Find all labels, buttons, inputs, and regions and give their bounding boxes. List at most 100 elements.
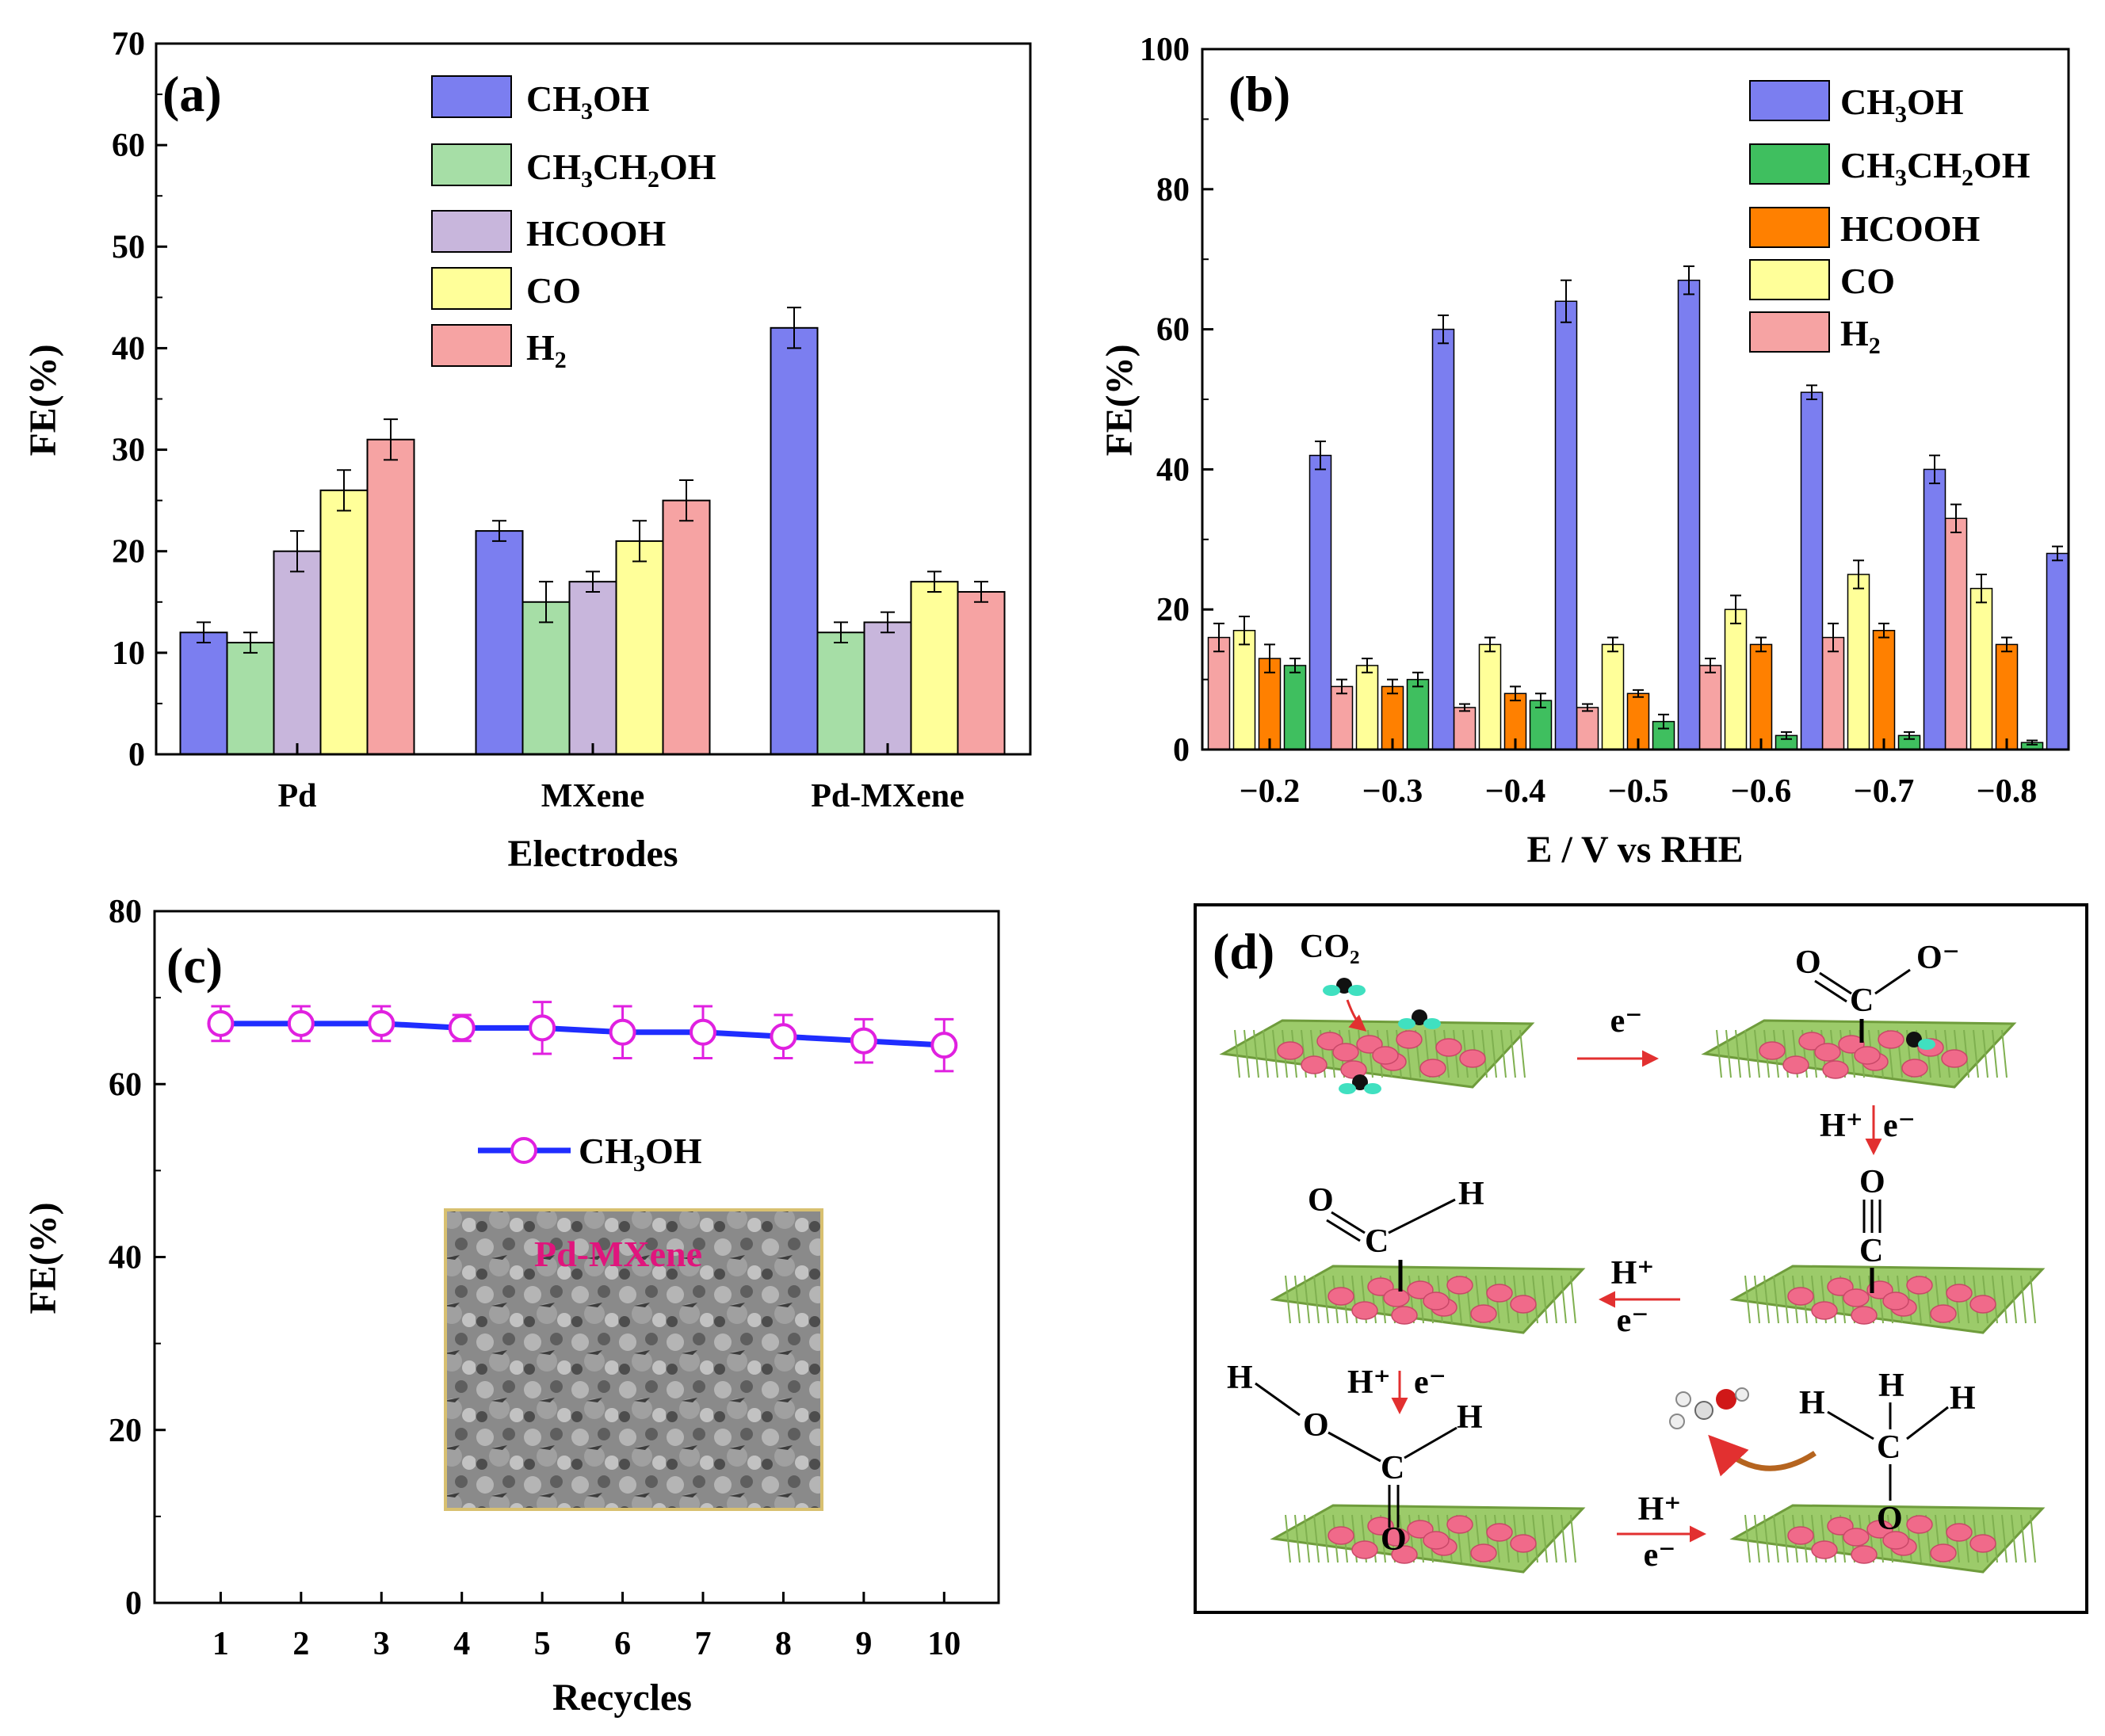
bar-H2-−0.2 <box>1207 636 1231 750</box>
bar-H2-Pd-MXene <box>957 590 1006 755</box>
och3-c-label: C <box>1877 1429 1901 1466</box>
catalyst-sheet-icon <box>1270 1504 1586 1574</box>
error-bar-H2-−0.7 <box>1828 622 1839 653</box>
panel-c-y-axis-title: FE(%) <box>22 1202 64 1314</box>
y-tick-label: 30 <box>112 433 145 469</box>
error-bar-H2-−0.6 <box>1705 658 1716 673</box>
bar-H2-MXene <box>662 499 711 756</box>
och3-h-top-label: H <box>1878 1368 1904 1404</box>
co2-label: CO₂ <box>1300 929 1360 965</box>
panel-a-x-ticks: Pd MXene Pd-MXene <box>277 743 965 815</box>
catalyst-sheets <box>1219 1019 2046 1574</box>
panel-a-x-axis-title: Electrodes <box>507 833 678 875</box>
co2-molecule-icon <box>1323 978 1366 996</box>
legend-label-CO: CO <box>1840 261 1895 301</box>
legend-label-CH3OH: CH3OH <box>526 78 650 124</box>
x-tick-label: 4 <box>453 1626 470 1662</box>
error-bar-CH3OH-Pd <box>197 621 211 644</box>
bar-CO-−0.5 <box>1601 643 1625 750</box>
step5-proton-label: H⁺ <box>1638 1491 1682 1528</box>
panel-b-label: (b) <box>1228 66 1290 122</box>
x-tick-label: −0.3 <box>1362 773 1423 810</box>
error-bar-CO-−0.5 <box>1607 636 1618 653</box>
hoch-c-label: C <box>1381 1450 1404 1486</box>
bar-HCOOH-−0.6 <box>1749 643 1773 750</box>
legend-label-CH3OH: CH3OH <box>1840 82 1964 128</box>
panel-b-x-ticks: −0.2 −0.3 −0.4 −0.5 −0.6 −0.7 −0.8 <box>1240 738 2037 810</box>
y-tick-label: 40 <box>109 1240 142 1276</box>
line-CH3OH <box>220 1021 945 1048</box>
bar-H2-Pd <box>366 438 415 755</box>
co2-molecule-icon <box>1398 1009 1441 1029</box>
y-tick-label: 60 <box>112 128 145 164</box>
panel-c-x-axis-title: Recycles <box>552 1677 692 1719</box>
x-tick-label: 5 <box>534 1626 551 1662</box>
point-CH3OH-5 <box>529 1014 556 1042</box>
bar-CO-−0.8 <box>1969 587 1993 750</box>
bar-CH3CH2OH-Pd <box>226 642 275 755</box>
panel-b-y-axis-title: FE(%) <box>1098 344 1140 456</box>
legend-swatch-CH3CH2OH <box>1749 143 1830 185</box>
point-CH3OH-6 <box>609 1018 636 1046</box>
y-tick-label: 0 <box>128 737 145 773</box>
bar-CH3CH2OH-MXene <box>521 601 571 755</box>
error-bar-H2-−0.3 <box>1336 678 1347 695</box>
legend-swatch-CO <box>1749 259 1830 300</box>
bar-CH3OH-Pd-MXene <box>770 326 819 755</box>
y-tick-label: 80 <box>1156 172 1190 208</box>
error-bar-CO-Pd-MXene <box>927 570 942 593</box>
bar-HCOOH-Pd-MXene <box>863 621 912 756</box>
error-bar-HCOOH-−0.7 <box>1878 622 1889 639</box>
step3-proton-label: H⁺ <box>1611 1255 1655 1292</box>
intermediate-structures: CO₂ e⁻ O O⁻ <box>1227 929 1976 1574</box>
panel-b-x-axis-title: E / V vs RHE <box>1527 829 1744 871</box>
adsorption-arrow <box>1346 999 1367 1032</box>
cho-o-label: O <box>1308 1182 1334 1219</box>
bar-CO-−0.7 <box>1847 574 1870 750</box>
bar-CH3OH-−0.8 <box>2046 552 2069 750</box>
y-tick-label: 40 <box>1156 452 1190 488</box>
co2-molecule-icon <box>1906 1032 1935 1050</box>
step4-proton-label: H⁺ <box>1347 1364 1391 1401</box>
co-c-label: C <box>1859 1233 1883 1269</box>
error-bar-CH3CH2OH-−0.4 <box>1535 692 1546 708</box>
step5-electron-label: e⁻ <box>1644 1537 1676 1574</box>
error-bar-CO-−0.4 <box>1484 636 1496 653</box>
legend-label-CH3CH2OH: CH3CH2OH <box>526 147 716 193</box>
y-tick-label: 60 <box>1156 312 1190 349</box>
error-bar-CO-MXene <box>632 520 647 563</box>
panel-c-legend: CH3OH <box>478 1131 702 1177</box>
error-bar-HCOOH-−0.6 <box>1755 636 1767 653</box>
x-tick-label: 8 <box>775 1626 792 1662</box>
error-bar-CH3CH2OH-−0.3 <box>1412 671 1423 688</box>
error-bar-CH3CH2OH-−0.5 <box>1658 713 1669 730</box>
bar-H2-−0.7 <box>1821 636 1845 750</box>
point-CH3OH-1 <box>207 1009 235 1037</box>
point-CH3OH-4 <box>448 1014 476 1042</box>
point-CH3OH-10 <box>930 1032 958 1059</box>
co2-molecule-icon <box>1339 1074 1381 1094</box>
bar-CO-MXene <box>615 540 664 756</box>
bar-CH3OH-−0.6 <box>1800 391 1824 750</box>
error-bar-CH3CH2OH-−0.2 <box>1289 658 1301 673</box>
bar-H2-−0.8 <box>1944 517 1968 750</box>
step4-electron-label: e⁻ <box>1414 1364 1446 1401</box>
legend-swatch-HCOOH <box>1749 207 1830 248</box>
panel-b-error-bars <box>1213 265 2063 746</box>
error-bar-CH3OH-MXene <box>492 520 506 542</box>
panel-a-legend: CH3OH CH3CH2OH HCOOH CO H2 <box>431 75 716 373</box>
x-tick-label: −0.6 <box>1731 773 1791 810</box>
error-bar-CH3OH-−0.5 <box>1683 265 1694 296</box>
panel-c-line-series <box>207 1001 958 1073</box>
error-bar-CO-Pd <box>337 469 351 512</box>
bar-HCOOH-MXene <box>568 581 617 756</box>
y-tick-label: 80 <box>109 894 142 930</box>
error-bar-HCOOH-−0.8 <box>2001 636 2012 653</box>
error-bar-HCOOH-−0.2 <box>1264 643 1275 673</box>
bar-CH3OH-Pd <box>179 631 228 755</box>
error-bar-HCOOH-−0.5 <box>1633 689 1644 698</box>
panel-d-mechanism-diagram: (d) CO₂ e⁻ O <box>1194 903 2088 1614</box>
error-bar-CH3CH2OH-MXene <box>539 581 553 624</box>
hoch-o2-label: O <box>1381 1521 1407 1558</box>
